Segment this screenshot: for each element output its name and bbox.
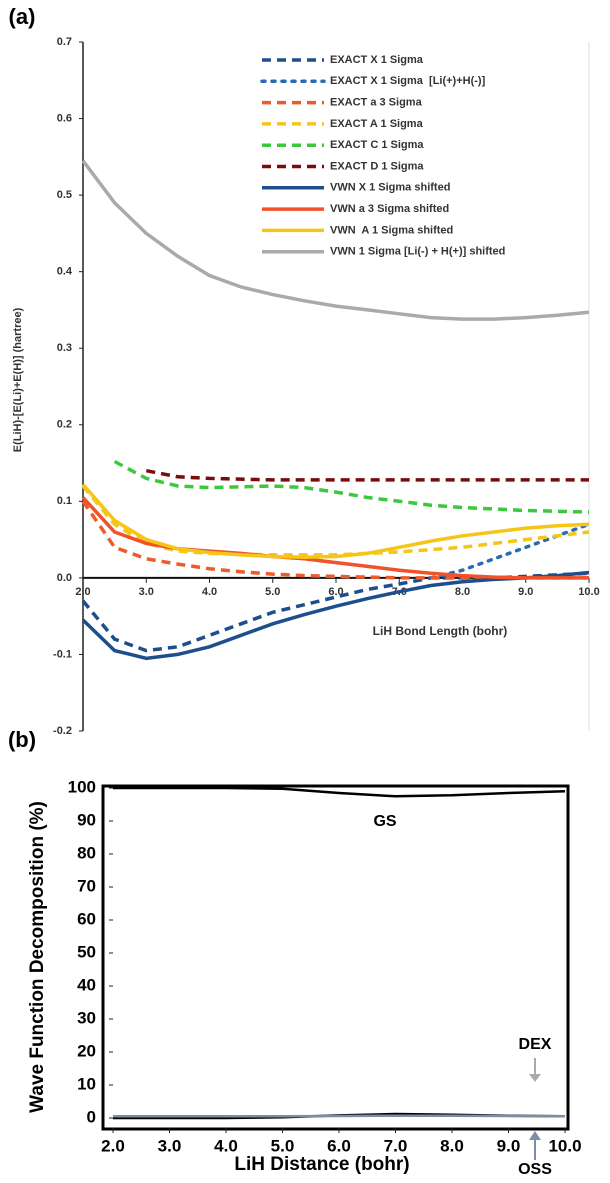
legend-label: EXACT A 1 Sigma: [330, 118, 424, 130]
y-tick-label: 40: [77, 975, 96, 994]
x-axis-label: LiH Bond Length (bohr): [373, 624, 508, 638]
y-tick-label: 80: [77, 843, 96, 862]
y-tick-label: 0.4: [57, 266, 73, 278]
y-axis-label: Wave Function Decomposition (%): [27, 801, 48, 1113]
x-tick-label: 2.0: [101, 1136, 125, 1155]
x-tick-label: 8.0: [440, 1136, 464, 1155]
x-tick-label: 8.0: [455, 586, 470, 598]
x-axis-label: LiH Distance (bohr): [234, 1154, 409, 1175]
legend-label: VWN A 1 Sigma shifted: [330, 224, 453, 236]
x-tick-label: 5.0: [265, 586, 280, 598]
legend-label: EXACT D 1 Sigma: [330, 160, 424, 172]
y-tick-label: 0: [87, 1107, 96, 1126]
x-tick-label: 3.0: [139, 586, 154, 598]
x-tick-label: 4.0: [202, 586, 217, 598]
x-tick-label: 7.0: [384, 1136, 408, 1155]
y-tick-label: 0.6: [57, 112, 72, 124]
y-tick-label: 50: [77, 942, 96, 961]
y-tick-label: 0.7: [57, 36, 72, 48]
series-line: [113, 1114, 566, 1118]
y-tick-label: 60: [77, 909, 96, 928]
x-tick-label: 10.0: [578, 586, 599, 598]
legend-label: EXACT X 1 Sigma [Li(+)+H(-)]: [330, 75, 486, 87]
y-tick-label: 20: [77, 1041, 96, 1060]
y-tick-label: 100: [68, 777, 96, 796]
series-line: [81, 483, 590, 559]
series-line: [145, 468, 589, 482]
series-line: [113, 786, 566, 798]
panel-label: (a): [9, 4, 36, 29]
legend-label: VWN X 1 Sigma shifted: [330, 182, 450, 194]
panel-label: (b): [8, 727, 36, 752]
y-tick-label: 90: [77, 810, 96, 829]
x-tick-label: 9.0: [518, 586, 533, 598]
y-tick-label: 0.0: [57, 572, 72, 584]
y-tick-label: 30: [77, 1008, 96, 1027]
x-tick-label: 2.0: [75, 586, 90, 598]
series-line: [113, 459, 590, 514]
oss-arrow-head: [529, 1131, 541, 1140]
legend-label: VWN 1 Sigma [Li(-) + H(+)] shifted: [330, 246, 505, 258]
x-tick-label: 4.0: [214, 1136, 238, 1155]
dex-arrow-head: [529, 1074, 541, 1082]
legend-label: EXACT a 3 Sigma: [330, 97, 423, 109]
y-axis-label: E(LiH)-[E(Li)+E(H)] (hartree): [12, 307, 24, 452]
legend-label: VWN a 3 Sigma shifted: [330, 203, 449, 215]
y-tick-label: -0.2: [53, 725, 72, 737]
series-line: [81, 500, 589, 580]
legend-label: EXACT C 1 Sigma: [330, 139, 424, 151]
y-tick-label: -0.1: [53, 648, 72, 660]
x-tick-label: 5.0: [271, 1136, 295, 1155]
series-annotation: GS: [373, 813, 396, 830]
x-tick-label: 9.0: [497, 1136, 521, 1155]
y-tick-label: 0.2: [57, 419, 72, 431]
series-annotation: DEX: [519, 1036, 552, 1053]
y-tick-label: 70: [77, 876, 96, 895]
series-line: [429, 522, 591, 580]
legend-label: EXACT X 1 Sigma: [330, 54, 424, 66]
y-tick-label: 0.3: [57, 342, 72, 354]
series-annotation: OSS: [518, 1161, 552, 1178]
x-tick-label: 6.0: [327, 1136, 351, 1155]
y-tick-label: 10: [77, 1074, 96, 1093]
x-tick-label: 10.0: [548, 1136, 581, 1155]
panel-b-frame: [101, 784, 570, 1131]
x-tick-label: 3.0: [158, 1136, 182, 1155]
series-line: [81, 159, 590, 321]
y-tick-label: 0.5: [57, 189, 72, 201]
y-tick-label: 0.1: [57, 495, 72, 507]
